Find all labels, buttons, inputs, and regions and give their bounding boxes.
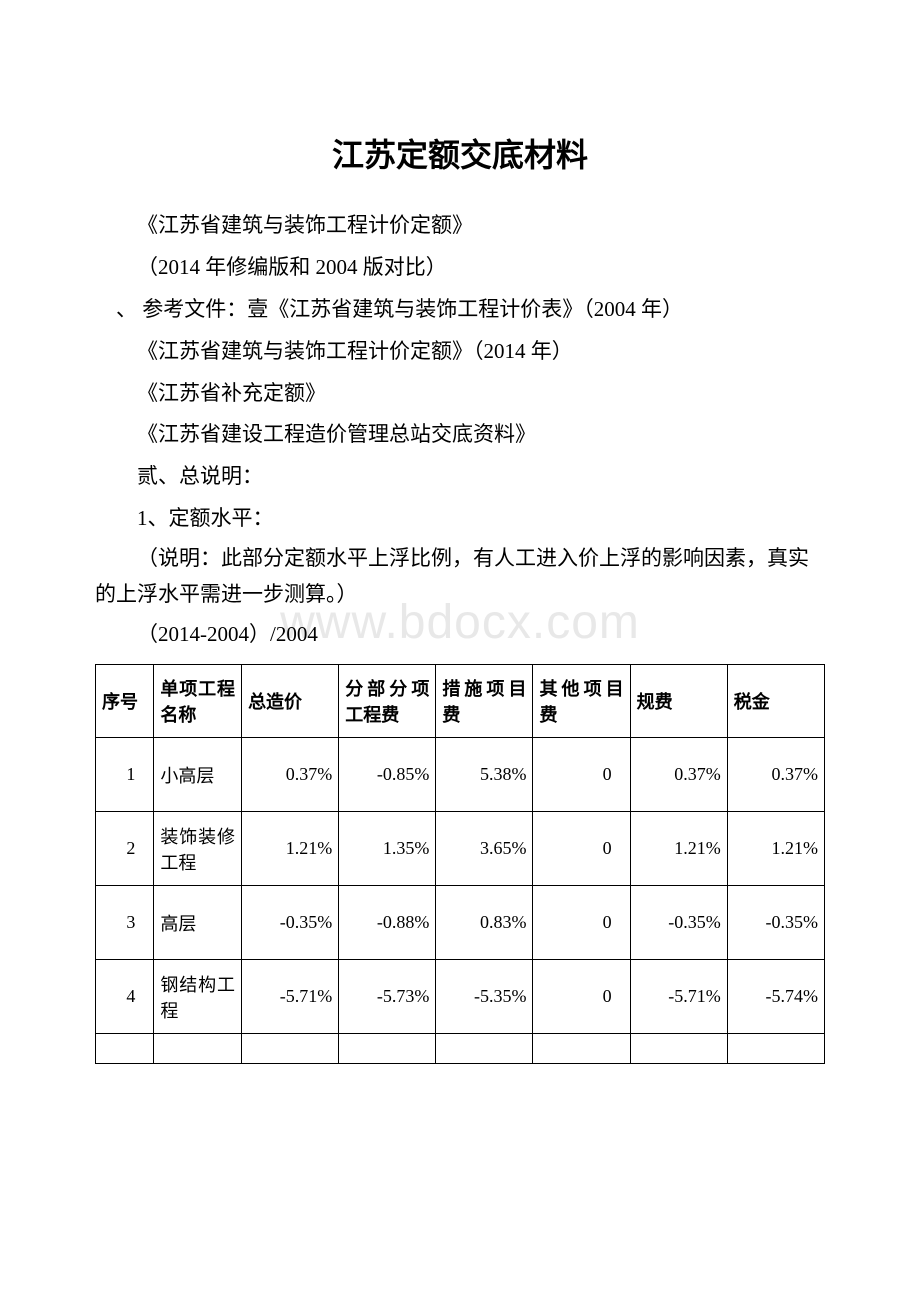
cell-name: 小高层 (154, 738, 242, 812)
formula: （2014-2004）/2004 (95, 615, 825, 655)
cell-tax: -0.35% (727, 886, 824, 960)
cell-other: 0 (533, 886, 630, 960)
page-title: 江苏定额交底材料 (95, 130, 825, 176)
cell-tax: 0.37% (727, 738, 824, 812)
paragraph-6: 《江苏省建设工程造价管理总站交底资料》 (95, 415, 825, 455)
cell-sub: -0.85% (339, 738, 436, 812)
col-header-sub: 分部分项工程费 (339, 665, 436, 738)
cell-sub: -5.73% (339, 960, 436, 1034)
cell-other: 0 (533, 960, 630, 1034)
empty-cell (436, 1034, 533, 1064)
empty-cell (727, 1034, 824, 1064)
cell-name: 高层 (154, 886, 242, 960)
paragraph-4: 《江苏省建筑与装饰工程计价定额》（2014 年） (95, 332, 825, 372)
cell-fee: -0.35% (630, 886, 727, 960)
paragraph-2: （2014 年修编版和 2004 版对比） (95, 248, 825, 288)
table-header-row: 序号 单项工程名称 总造价 分部分项工程费 措施项目费 其他项目费 规费 税金 (96, 665, 825, 738)
paragraph-8: 1、定额水平： (95, 499, 825, 539)
cell-fee: 0.37% (630, 738, 727, 812)
cell-total: -5.71% (242, 960, 339, 1034)
cell-name: 装饰装修工程 (154, 812, 242, 886)
table-row: 2 装饰装修工程 1.21% 1.35% 3.65% 0 1.21% 1.21% (96, 812, 825, 886)
table-row: 4 钢结构工程 -5.71% -5.73% -5.35% 0 -5.71% -5… (96, 960, 825, 1034)
cell-seq: 4 (96, 960, 154, 1034)
table-row: 1 小高层 0.37% -0.85% 5.38% 0 0.37% 0.37% (96, 738, 825, 812)
cell-measure: 0.83% (436, 886, 533, 960)
cell-name: 钢结构工程 (154, 960, 242, 1034)
cell-seq: 3 (96, 886, 154, 960)
cell-measure: -5.35% (436, 960, 533, 1034)
paragraph-7: 贰、总说明： (95, 457, 825, 497)
data-table: 序号 单项工程名称 总造价 分部分项工程费 措施项目费 其他项目费 规费 税金 … (95, 664, 825, 1064)
empty-cell (154, 1034, 242, 1064)
paragraph-9: （说明：此部分定额水平上浮比例，有人工进入价上浮的影响因素，真实的上浮水平需进一… (95, 541, 825, 612)
cell-seq: 1 (96, 738, 154, 812)
empty-cell (96, 1034, 154, 1064)
empty-cell (533, 1034, 630, 1064)
empty-cell (339, 1034, 436, 1064)
empty-cell (630, 1034, 727, 1064)
col-header-other: 其他项目费 (533, 665, 630, 738)
cell-tax: -5.74% (727, 960, 824, 1034)
cell-fee: 1.21% (630, 812, 727, 886)
col-header-measure: 措施项目费 (436, 665, 533, 738)
cell-total: 0.37% (242, 738, 339, 812)
cell-other: 0 (533, 812, 630, 886)
paragraph-3: 、 参考文件：壹《江苏省建筑与装饰工程计价表》（2004 年） (95, 290, 825, 330)
col-header-seq: 序号 (96, 665, 154, 738)
cell-total: -0.35% (242, 886, 339, 960)
empty-cell (242, 1034, 339, 1064)
cell-sub: 1.35% (339, 812, 436, 886)
col-header-name: 单项工程名称 (154, 665, 242, 738)
cell-fee: -5.71% (630, 960, 727, 1034)
cell-seq: 2 (96, 812, 154, 886)
table-row: 3 高层 -0.35% -0.88% 0.83% 0 -0.35% -0.35% (96, 886, 825, 960)
col-header-fee: 规费 (630, 665, 727, 738)
cell-total: 1.21% (242, 812, 339, 886)
cell-tax: 1.21% (727, 812, 824, 886)
cell-other: 0 (533, 738, 630, 812)
col-header-tax: 税金 (727, 665, 824, 738)
cell-sub: -0.88% (339, 886, 436, 960)
col-header-total: 总造价 (242, 665, 339, 738)
table-empty-row (96, 1034, 825, 1064)
paragraph-1: 《江苏省建筑与装饰工程计价定额》 (95, 206, 825, 246)
document-content: 江苏定额交底材料 《江苏省建筑与装饰工程计价定额》 （2014 年修编版和 20… (95, 130, 825, 1064)
cell-measure: 3.65% (436, 812, 533, 886)
cell-measure: 5.38% (436, 738, 533, 812)
paragraph-5: 《江苏省补充定额》 (95, 374, 825, 414)
